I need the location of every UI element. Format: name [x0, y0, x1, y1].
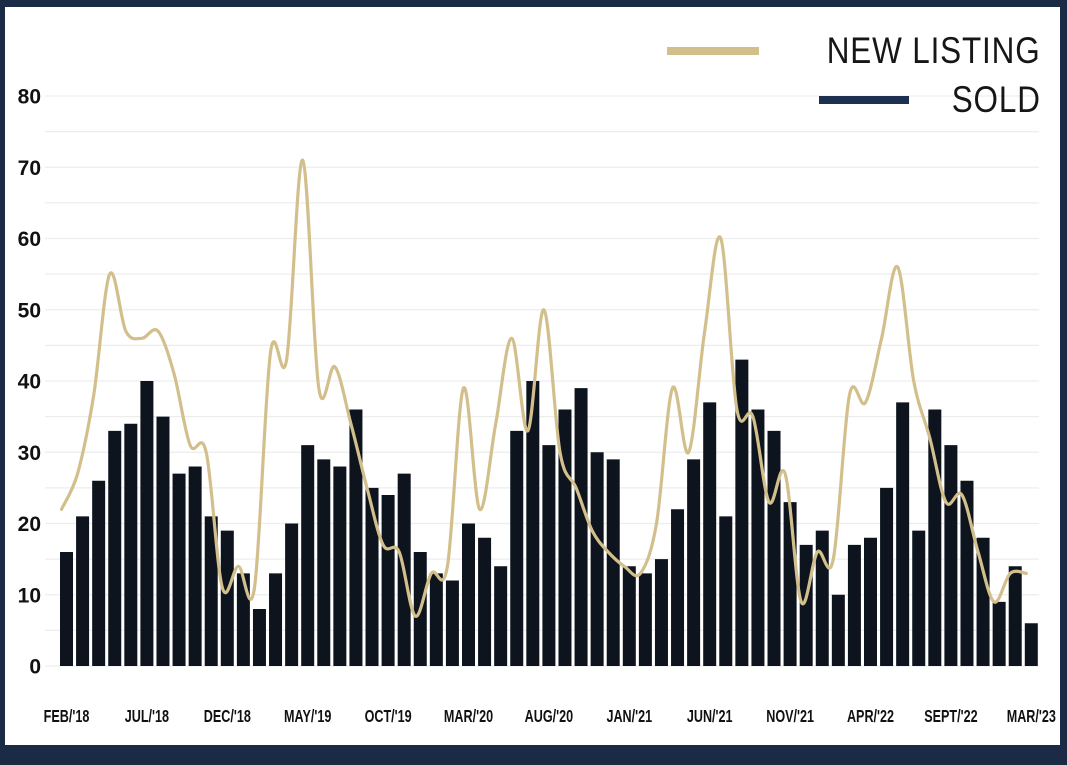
x-axis-tick-label: SEPT/'22	[924, 707, 978, 727]
x-axis-tick-label: DEC/'18	[204, 707, 251, 727]
sold-bar	[76, 516, 90, 666]
sold-bar	[622, 566, 636, 666]
legend-item-new-listing: NEW LISTING	[667, 31, 1041, 71]
sold-bar-swatch	[819, 96, 910, 104]
chart-canvas: 0 10 20 30 40 50 60 70 80 FEB/'18 JUL/'18 DEC/'18 MA…	[5, 7, 1060, 745]
legend-label-new-listing: NEW LISTING	[827, 30, 1041, 71]
chart-svg: 0 10 20 30 40 50 60 70 80 FEB/'18 JUL/'18 DEC/'18 MA…	[18, 86, 1057, 727]
x-axis-tick-label: JUN/'21	[687, 707, 733, 727]
sold-bar	[638, 573, 652, 666]
sold-bar	[864, 537, 877, 666]
x-axis-tick-label: MAY/'19	[284, 707, 332, 727]
new-listing-line	[59, 158, 1028, 618]
sold-bar	[381, 495, 395, 666]
sold-bar	[188, 466, 202, 666]
sold-bar	[333, 466, 347, 666]
sold-bar	[108, 430, 122, 666]
sold-bar	[799, 544, 813, 666]
sold-bar	[896, 402, 910, 666]
sold-bar	[703, 402, 717, 666]
sold-bar	[558, 409, 572, 666]
sold-bar	[767, 430, 781, 666]
y-axis-tick-label: 0	[29, 656, 41, 679]
y-axis-tick-label: 50	[18, 299, 41, 322]
sold-bar	[606, 459, 620, 666]
sold-bar	[880, 487, 894, 666]
y-axis-tick-label: 80	[18, 86, 41, 109]
sold-bar	[590, 452, 604, 666]
sold-bar	[719, 516, 733, 666]
sold-bar	[478, 537, 492, 666]
sold-bar	[220, 530, 234, 666]
y-axis-tick-label: 60	[18, 228, 41, 251]
sold-bar	[365, 487, 379, 666]
sold-bar	[156, 416, 170, 666]
legend-item-sold: SOLD	[819, 80, 1041, 120]
sold-bar	[349, 409, 363, 666]
x-axis-tick-label: APR/'22	[847, 707, 894, 727]
sold-bar	[751, 409, 765, 666]
sold-bar	[92, 480, 106, 666]
y-axis-tick-label: 70	[18, 157, 41, 180]
sold-bar	[928, 409, 942, 666]
sold-bar	[574, 388, 588, 666]
sold-bar	[301, 445, 315, 666]
x-axis-tick-label: OCT/'19	[365, 707, 412, 727]
sold-bar	[494, 566, 508, 666]
legend-label-sold: SOLD	[951, 79, 1041, 120]
y-axis-tick-label: 20	[18, 513, 41, 536]
sold-bar	[172, 473, 186, 666]
y-axis-tick-label: 30	[18, 442, 41, 465]
sold-bar	[944, 445, 958, 666]
x-axis-tick-label: JAN/'21	[606, 707, 652, 727]
y-axis-tick-label: 10	[18, 584, 41, 607]
new-listing-line-swatch	[667, 47, 760, 55]
sold-bar	[204, 516, 218, 666]
sold-bar	[976, 537, 990, 666]
sold-bar	[526, 381, 540, 666]
sold-bar	[317, 459, 331, 666]
sold-bar	[687, 459, 701, 666]
x-axis-tick-label: AUG/'20	[525, 707, 573, 727]
sold-bar	[510, 430, 524, 666]
sold-bar	[285, 523, 299, 666]
sold-bar	[912, 530, 926, 666]
sold-bar	[236, 573, 250, 666]
x-axis-tick-label: MAR/'23	[1007, 707, 1056, 727]
sold-bar	[831, 594, 845, 666]
sold-bar	[445, 580, 459, 666]
x-axis-tick-label: FEB/'18	[44, 707, 90, 727]
x-axis-tick-label: NOV/'21	[766, 707, 814, 727]
sold-bar	[992, 601, 1006, 666]
sold-bar	[429, 573, 443, 666]
y-axis-tick-label: 40	[18, 371, 41, 394]
x-axis-tick-label: JUL/'18	[125, 707, 170, 727]
sold-bar	[252, 609, 266, 666]
sold-bar	[735, 359, 749, 666]
sold-bar	[140, 381, 154, 666]
sold-bar	[671, 509, 685, 666]
sold-bar	[60, 552, 73, 666]
sold-bar	[1024, 623, 1038, 666]
x-axis-tick-label: MAR/'20	[444, 707, 493, 727]
sold-bar	[1008, 566, 1022, 666]
sold-bar	[269, 573, 283, 666]
sold-bar	[462, 523, 475, 666]
sold-bar	[542, 445, 556, 666]
sold-bar	[783, 502, 797, 666]
sold-bar	[124, 423, 138, 666]
sold-bar	[654, 559, 668, 666]
sold-bar	[847, 544, 861, 666]
